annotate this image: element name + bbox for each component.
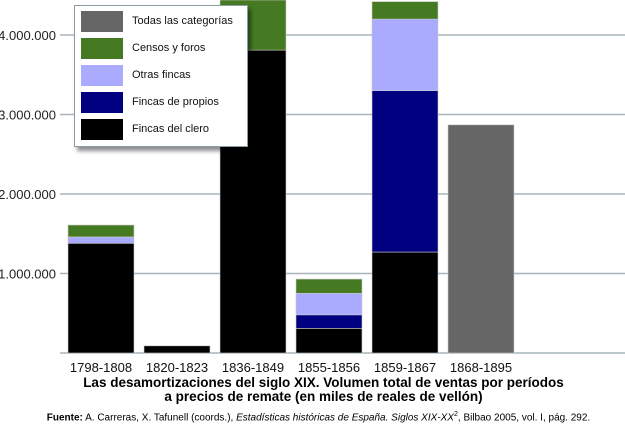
x-tick-label: 1868-1895	[450, 360, 512, 375]
y-tick-label: 1.000.000	[0, 267, 56, 282]
source-text-1: A. Carreras, X. Tafunell (coords.),	[82, 412, 237, 424]
bar-segment-censos-y-foros	[295, 278, 363, 294]
legend-label: Fincas del clero	[132, 123, 210, 135]
bar-segment-otras-fincas	[371, 18, 439, 91]
legend-label: Fincas de propios	[132, 96, 219, 108]
x-tick-label: 1798-1808	[70, 360, 132, 375]
legend-swatch	[81, 118, 123, 140]
bar-segment-otras-fincas	[67, 236, 135, 244]
bar-segment-fincas-de-propios	[371, 90, 439, 253]
legend-item: Otras fincas	[81, 64, 191, 86]
x-tick-label: 1820-1823	[146, 360, 208, 375]
y-tick-label: 3.000.000	[0, 108, 56, 123]
chart-title-line-1: Las desamortizaciones del siglo XIX. Vol…	[83, 375, 564, 390]
legend-label: Censos y foros	[132, 42, 206, 54]
x-tick-label: 1855-1856	[298, 360, 360, 375]
legend: Todas las categorías Censos y foros Otras …	[74, 5, 248, 147]
legend-swatch	[81, 91, 123, 113]
bar-segment-otras-fincas	[295, 293, 363, 316]
x-tick-label: 1859-1867	[374, 360, 436, 375]
bar-segment-fincas-del-clero	[295, 328, 363, 354]
y-tick-label: 4.000.000	[0, 28, 56, 43]
legend-swatch	[81, 10, 123, 32]
bar-segment-fincas-del-clero	[371, 251, 439, 354]
legend-swatch	[81, 64, 123, 86]
bar-segment-todas-las-categor-as	[447, 124, 515, 354]
source-note: Fuente: A. Carreras, X. Tafunell (coords…	[0, 411, 625, 423]
bar-segment-fincas-del-clero	[67, 242, 135, 354]
chart-title: Las desamortizaciones del siglo XIX. Vol…	[0, 376, 625, 404]
legend-label: Todas las categorías	[132, 15, 233, 27]
legend-item: Censos y foros	[81, 37, 205, 59]
legend-item: Fincas de propios	[81, 91, 219, 113]
source-label: Fuente:	[46, 412, 83, 424]
legend-swatch	[81, 37, 123, 59]
source-sup: 2	[453, 411, 458, 418]
legend-item: Fincas del clero	[81, 118, 209, 140]
chart-title-line-2: a precios de remate (en miles de reales …	[164, 389, 483, 404]
y-tick-label: 2.000.000	[0, 187, 56, 202]
bar-segment-fincas-del-clero	[143, 345, 211, 354]
bar-segment-censos-y-foros	[371, 1, 439, 20]
source-title: Estadísticas históricas de España. Siglo…	[236, 412, 454, 424]
source-text-2: , Bilbao 2005, vol. I, pág. 292.	[457, 412, 591, 424]
x-tick-label: 1836-1849	[222, 360, 284, 375]
bar-segment-fincas-de-propios	[295, 314, 363, 329]
bar-segment-censos-y-foros	[67, 224, 135, 238]
legend-item: Todas las categorías	[81, 10, 233, 32]
legend-label: Otras fincas	[132, 69, 191, 81]
